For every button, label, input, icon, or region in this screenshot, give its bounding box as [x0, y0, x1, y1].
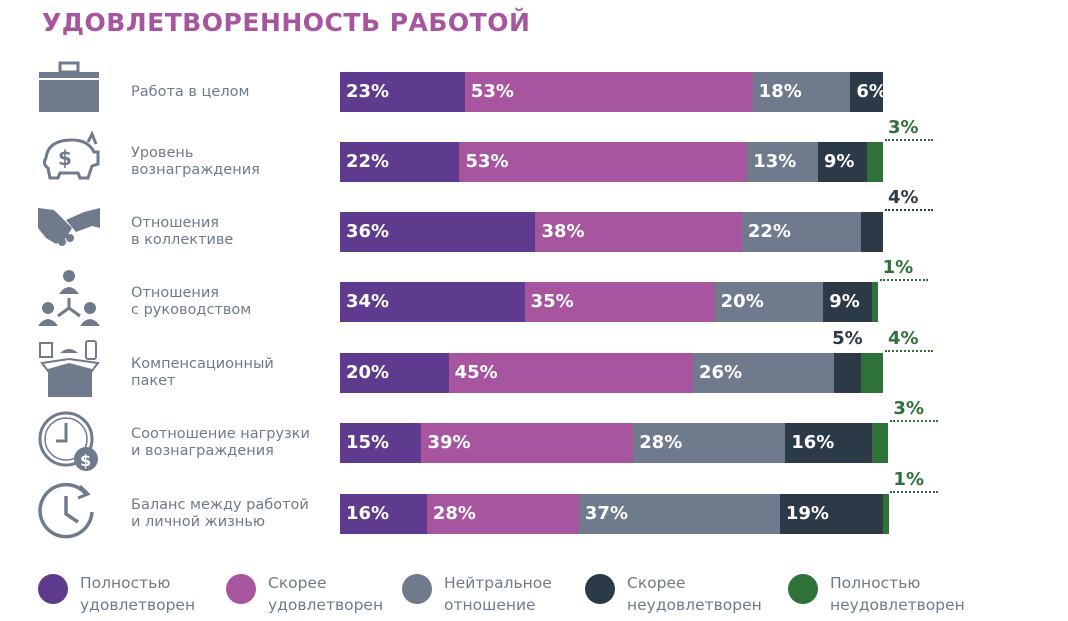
bar-segment: 28%: [633, 423, 786, 463]
chart-row: Отношения с руководством 34% 35% 20% 9% 1%: [0, 257, 1068, 326]
bar-segment: 23%: [340, 72, 465, 112]
bar-segment: [861, 212, 883, 252]
bar-segment: [883, 494, 889, 534]
bar-segment: 20%: [340, 353, 449, 393]
data-label: 3%: [888, 117, 919, 138]
chart-row: $ Уровень вознаграждения 22% 53% 13% 9% 3%: [0, 117, 1068, 182]
bar-segment: 22%: [741, 212, 862, 252]
legend-swatch: [38, 574, 68, 604]
svg-text:$: $: [58, 146, 72, 170]
leader-line: [890, 491, 939, 493]
leader-line: [885, 350, 933, 352]
bar-segment: 9%: [823, 282, 873, 322]
leader-line: [890, 420, 939, 422]
legend-swatch: [226, 574, 256, 604]
svg-text:$: $: [80, 451, 91, 470]
chart-title: УДОВЛЕТВОРЕННОСТЬ РАБОТОЙ: [42, 8, 531, 37]
bar-segment: 20%: [714, 282, 824, 322]
data-label: 5%: [832, 328, 863, 349]
data-label: 1%: [882, 257, 914, 278]
legend-swatch: [788, 574, 818, 604]
category-label: Соотношение нагрузки и вознаграждения: [131, 426, 310, 459]
bar-segment: 22%: [340, 142, 460, 182]
hierarchy-icon: [38, 270, 100, 326]
bar-segment: 28%: [426, 494, 579, 534]
legend-label: Полностью неудовлетворен: [830, 574, 965, 614]
bar-segment: 18%: [752, 72, 851, 112]
chart-row: Работа в целом 23% 53% 18% 6%: [0, 61, 1068, 112]
bar-segment: 36%: [340, 212, 536, 252]
category-label: Баланс между работой и личной жизнью: [131, 497, 309, 530]
handshake-icon: [38, 208, 100, 246]
data-label: 1%: [893, 469, 924, 490]
leader-line: [879, 279, 928, 281]
bar-segment: 19%: [779, 494, 883, 534]
bar-segment: 53%: [459, 142, 748, 182]
bar-segment: 34%: [340, 282, 525, 322]
bar-segment: [834, 353, 862, 393]
bar-segment: 39%: [421, 423, 634, 463]
bar-segment: 38%: [535, 212, 742, 252]
leader-line: [885, 209, 933, 211]
legend-label: Нейтральное отношение: [444, 574, 552, 614]
category-label: Уровень вознаграждения: [131, 145, 260, 178]
legend-label: Полностью удовлетворен: [80, 574, 196, 614]
bar-segment: 26%: [692, 353, 835, 393]
bar-segment: 37%: [578, 494, 780, 534]
legend-swatch: [402, 574, 432, 604]
bar-segment: 53%: [464, 72, 753, 112]
clock-money-icon: $: [38, 411, 98, 471]
chart-row: Отношения в коллективе 36% 38% 22% 4%: [0, 187, 1068, 252]
clock-arrow-icon: [38, 482, 94, 539]
category-label: Компенсационный пакет: [131, 356, 274, 389]
bar-segment: 9%: [817, 142, 867, 182]
bar-segment: 45%: [448, 353, 693, 393]
data-label: 3%: [893, 398, 924, 419]
chart-row: Баланс между работой и личной жизнью 16% 28…: [0, 469, 1068, 539]
data-label: 4%: [888, 328, 919, 349]
briefcase-icon: [39, 61, 99, 112]
bar-segment: 16%: [785, 423, 873, 463]
chart-row: Компенсационный пакет 20% 45% 26% 5% 4%: [0, 328, 1068, 397]
chart-row: $ Соотношение нагрузки и вознаграждения 15%…: [0, 398, 1068, 471]
piggy-bank-icon: $: [42, 130, 100, 180]
bar-segment: [872, 282, 879, 322]
category-label: Отношения с руководством: [131, 285, 252, 318]
data-label: 4%: [888, 187, 919, 208]
category-label: Отношения в коллективе: [131, 215, 234, 248]
bar-segment: 15%: [340, 423, 422, 463]
bar-segment: 16%: [340, 494, 427, 534]
bar-segment: 35%: [524, 282, 715, 322]
legend-swatch: [585, 574, 615, 604]
legend-label: Скорее удовлетворен: [268, 574, 384, 614]
bar-segment: 13%: [747, 142, 818, 182]
leader-line: [885, 139, 933, 141]
bar-segment: [861, 353, 883, 393]
category-label: Работа в целом: [131, 83, 250, 100]
bar-segment: [866, 142, 883, 182]
bar-segment: [872, 423, 889, 463]
benefits-box-icon: [39, 340, 100, 397]
bar-segment: 6%: [850, 72, 887, 112]
legend-label: Скорее неудовлетворен: [627, 574, 762, 614]
